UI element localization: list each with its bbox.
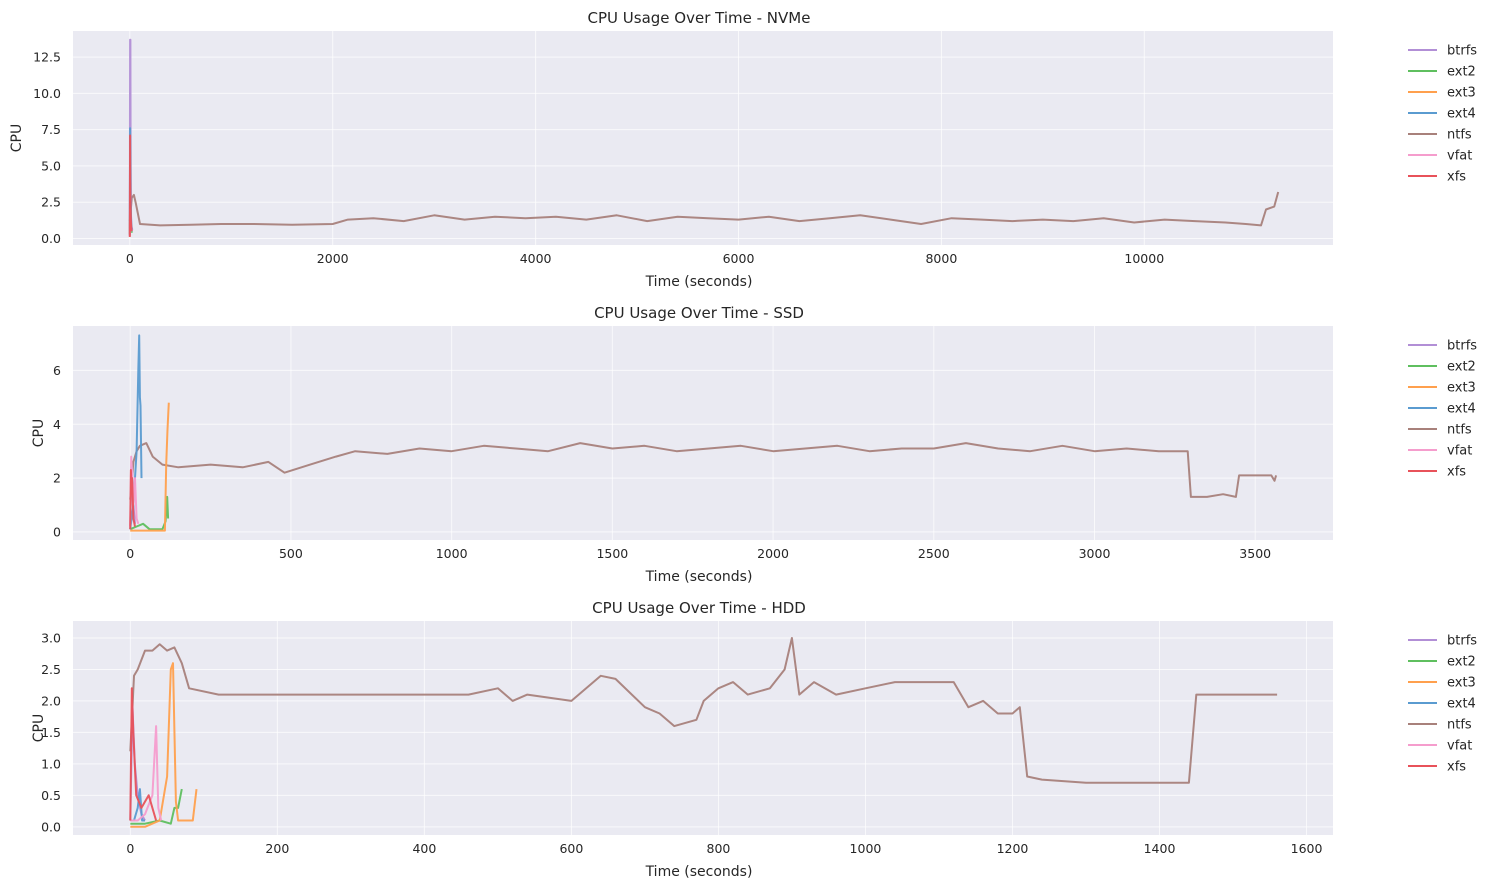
y-axis-label: CPU xyxy=(31,419,47,447)
legend-label-xfs: xfs xyxy=(1447,170,1466,185)
x-tick-label: 0 xyxy=(126,546,134,561)
y-tick-label: 2.5 xyxy=(41,662,61,677)
legend-label-ntfs: ntfs xyxy=(1447,423,1472,438)
series-line-ext3 xyxy=(130,402,170,532)
legend-label-ext3: ext3 xyxy=(1447,381,1476,396)
legend-label-ext4: ext4 xyxy=(1447,697,1476,712)
y-tick-label: 10.0 xyxy=(33,86,61,101)
legend-label-ext4: ext4 xyxy=(1447,107,1476,122)
legend-label-ntfs: ntfs xyxy=(1447,128,1472,143)
legend-label-btrfs: btrfs xyxy=(1447,339,1477,354)
y-tick-label: 0.5 xyxy=(41,788,61,803)
y-tick-label: 12.5 xyxy=(33,50,61,65)
y-tick-label: 2.0 xyxy=(41,693,61,708)
legend-label-ext3: ext3 xyxy=(1447,86,1476,101)
series-line-vfat xyxy=(130,725,163,822)
legend-label-xfs: xfs xyxy=(1447,465,1466,480)
legend: btrfs ext2 ext3 ext4 ntfs vfat xfs xyxy=(1408,44,1477,185)
x-tick-label: 0 xyxy=(126,841,134,856)
chart-panel-3: 0 200 400 600 800 1000 1200 1400 1600 0.0 0.5 1.0 1.… xyxy=(31,599,1477,880)
x-tick-label: 4000 xyxy=(520,251,552,266)
x-axis-label: Time (seconds) xyxy=(645,569,753,585)
x-tick-label: 1000 xyxy=(436,546,468,561)
x-tick-label: 0 xyxy=(126,251,134,266)
x-tick-label: 1000 xyxy=(850,841,882,856)
y-tick-label: 3.0 xyxy=(41,630,61,645)
legend-label-vfat: vfat xyxy=(1447,149,1472,164)
series-line-ext2 xyxy=(130,788,183,825)
legend-label-ext4: ext4 xyxy=(1447,402,1476,417)
y-tick-label: 0 xyxy=(53,524,61,539)
y-axis-label: CPU xyxy=(9,124,25,152)
y-tick-label: 0.0 xyxy=(41,819,61,834)
y-tick-label: 7.5 xyxy=(41,122,61,137)
x-axis-label: Time (seconds) xyxy=(645,274,753,290)
y-tick-label: 2.5 xyxy=(41,195,61,210)
y-tick-label: 6 xyxy=(53,363,61,378)
x-tick-label: 8000 xyxy=(925,251,957,266)
x-tick-label: 500 xyxy=(279,546,303,561)
legend-label-xfs: xfs xyxy=(1447,760,1466,775)
legend-label-ntfs: ntfs xyxy=(1447,718,1472,733)
x-tick-label: 600 xyxy=(559,841,583,856)
y-tick-label: 1.0 xyxy=(41,756,61,771)
series-line-ntfs xyxy=(128,191,1280,227)
plot-area xyxy=(73,621,1333,835)
x-tick-label: 400 xyxy=(412,841,436,856)
series-line-ext2 xyxy=(129,495,170,531)
x-tick-label: 1400 xyxy=(1144,841,1176,856)
x-tick-label: 6000 xyxy=(723,251,755,266)
x-tick-label: 1600 xyxy=(1291,841,1323,856)
x-tick-label: 2000 xyxy=(317,251,349,266)
x-tick-label: 800 xyxy=(707,841,731,856)
chart-title: CPU Usage Over Time - NVMe xyxy=(588,9,811,27)
legend-label-vfat: vfat xyxy=(1447,444,1472,459)
series-line-xfs xyxy=(129,687,158,821)
chart-title: CPU Usage Over Time - HDD xyxy=(592,599,806,617)
series-line-ntfs xyxy=(129,442,1278,500)
legend: btrfs ext2 ext3 ext4 ntfs vfat xfs xyxy=(1408,634,1477,775)
legend-label-btrfs: btrfs xyxy=(1447,634,1477,649)
chart-title: CPU Usage Over Time - SSD xyxy=(594,304,804,322)
plot-area xyxy=(73,31,1333,245)
x-tick-label: 10000 xyxy=(1124,251,1164,266)
legend-label-ext3: ext3 xyxy=(1447,676,1476,691)
y-tick-label: 0.0 xyxy=(41,231,61,246)
y-tick-label: 1.5 xyxy=(41,725,61,740)
plot-area xyxy=(73,326,1333,540)
y-tick-label: 4 xyxy=(53,417,61,432)
y-axis-label: CPU xyxy=(31,714,47,742)
series-line-xfs xyxy=(128,134,133,238)
legend-label-ext2: ext2 xyxy=(1447,65,1476,80)
x-tick-label: 1500 xyxy=(596,546,628,561)
legend-label-ext2: ext2 xyxy=(1447,360,1476,375)
legend-label-btrfs: btrfs xyxy=(1447,44,1477,59)
legend-label-ext2: ext2 xyxy=(1447,655,1476,670)
series-line-xfs xyxy=(129,469,136,530)
series-line-ext3 xyxy=(130,662,198,828)
x-tick-label: 2500 xyxy=(918,546,950,561)
series-line-ntfs xyxy=(129,637,1278,784)
chart-panel-2: 0 500 1000 1500 2000 2500 3000 3500 0 2 4 6 CPU Usag… xyxy=(31,304,1477,585)
chart-panel-1: 0 2000 4000 6000 8000 10000 0.0 2.5 5.0 7.5 10.0 12… xyxy=(9,9,1477,290)
x-tick-label: 200 xyxy=(265,841,289,856)
x-tick-label: 3500 xyxy=(1239,546,1271,561)
y-tick-label: 2 xyxy=(53,471,61,486)
x-tick-label: 1200 xyxy=(997,841,1029,856)
x-axis-label: Time (seconds) xyxy=(645,864,753,880)
x-tick-label: 2000 xyxy=(757,546,789,561)
y-tick-label: 5.0 xyxy=(41,158,61,173)
x-tick-label: 3000 xyxy=(1079,546,1111,561)
legend-label-vfat: vfat xyxy=(1447,739,1472,754)
legend: btrfs ext2 ext3 ext4 ntfs vfat xfs xyxy=(1408,339,1477,480)
